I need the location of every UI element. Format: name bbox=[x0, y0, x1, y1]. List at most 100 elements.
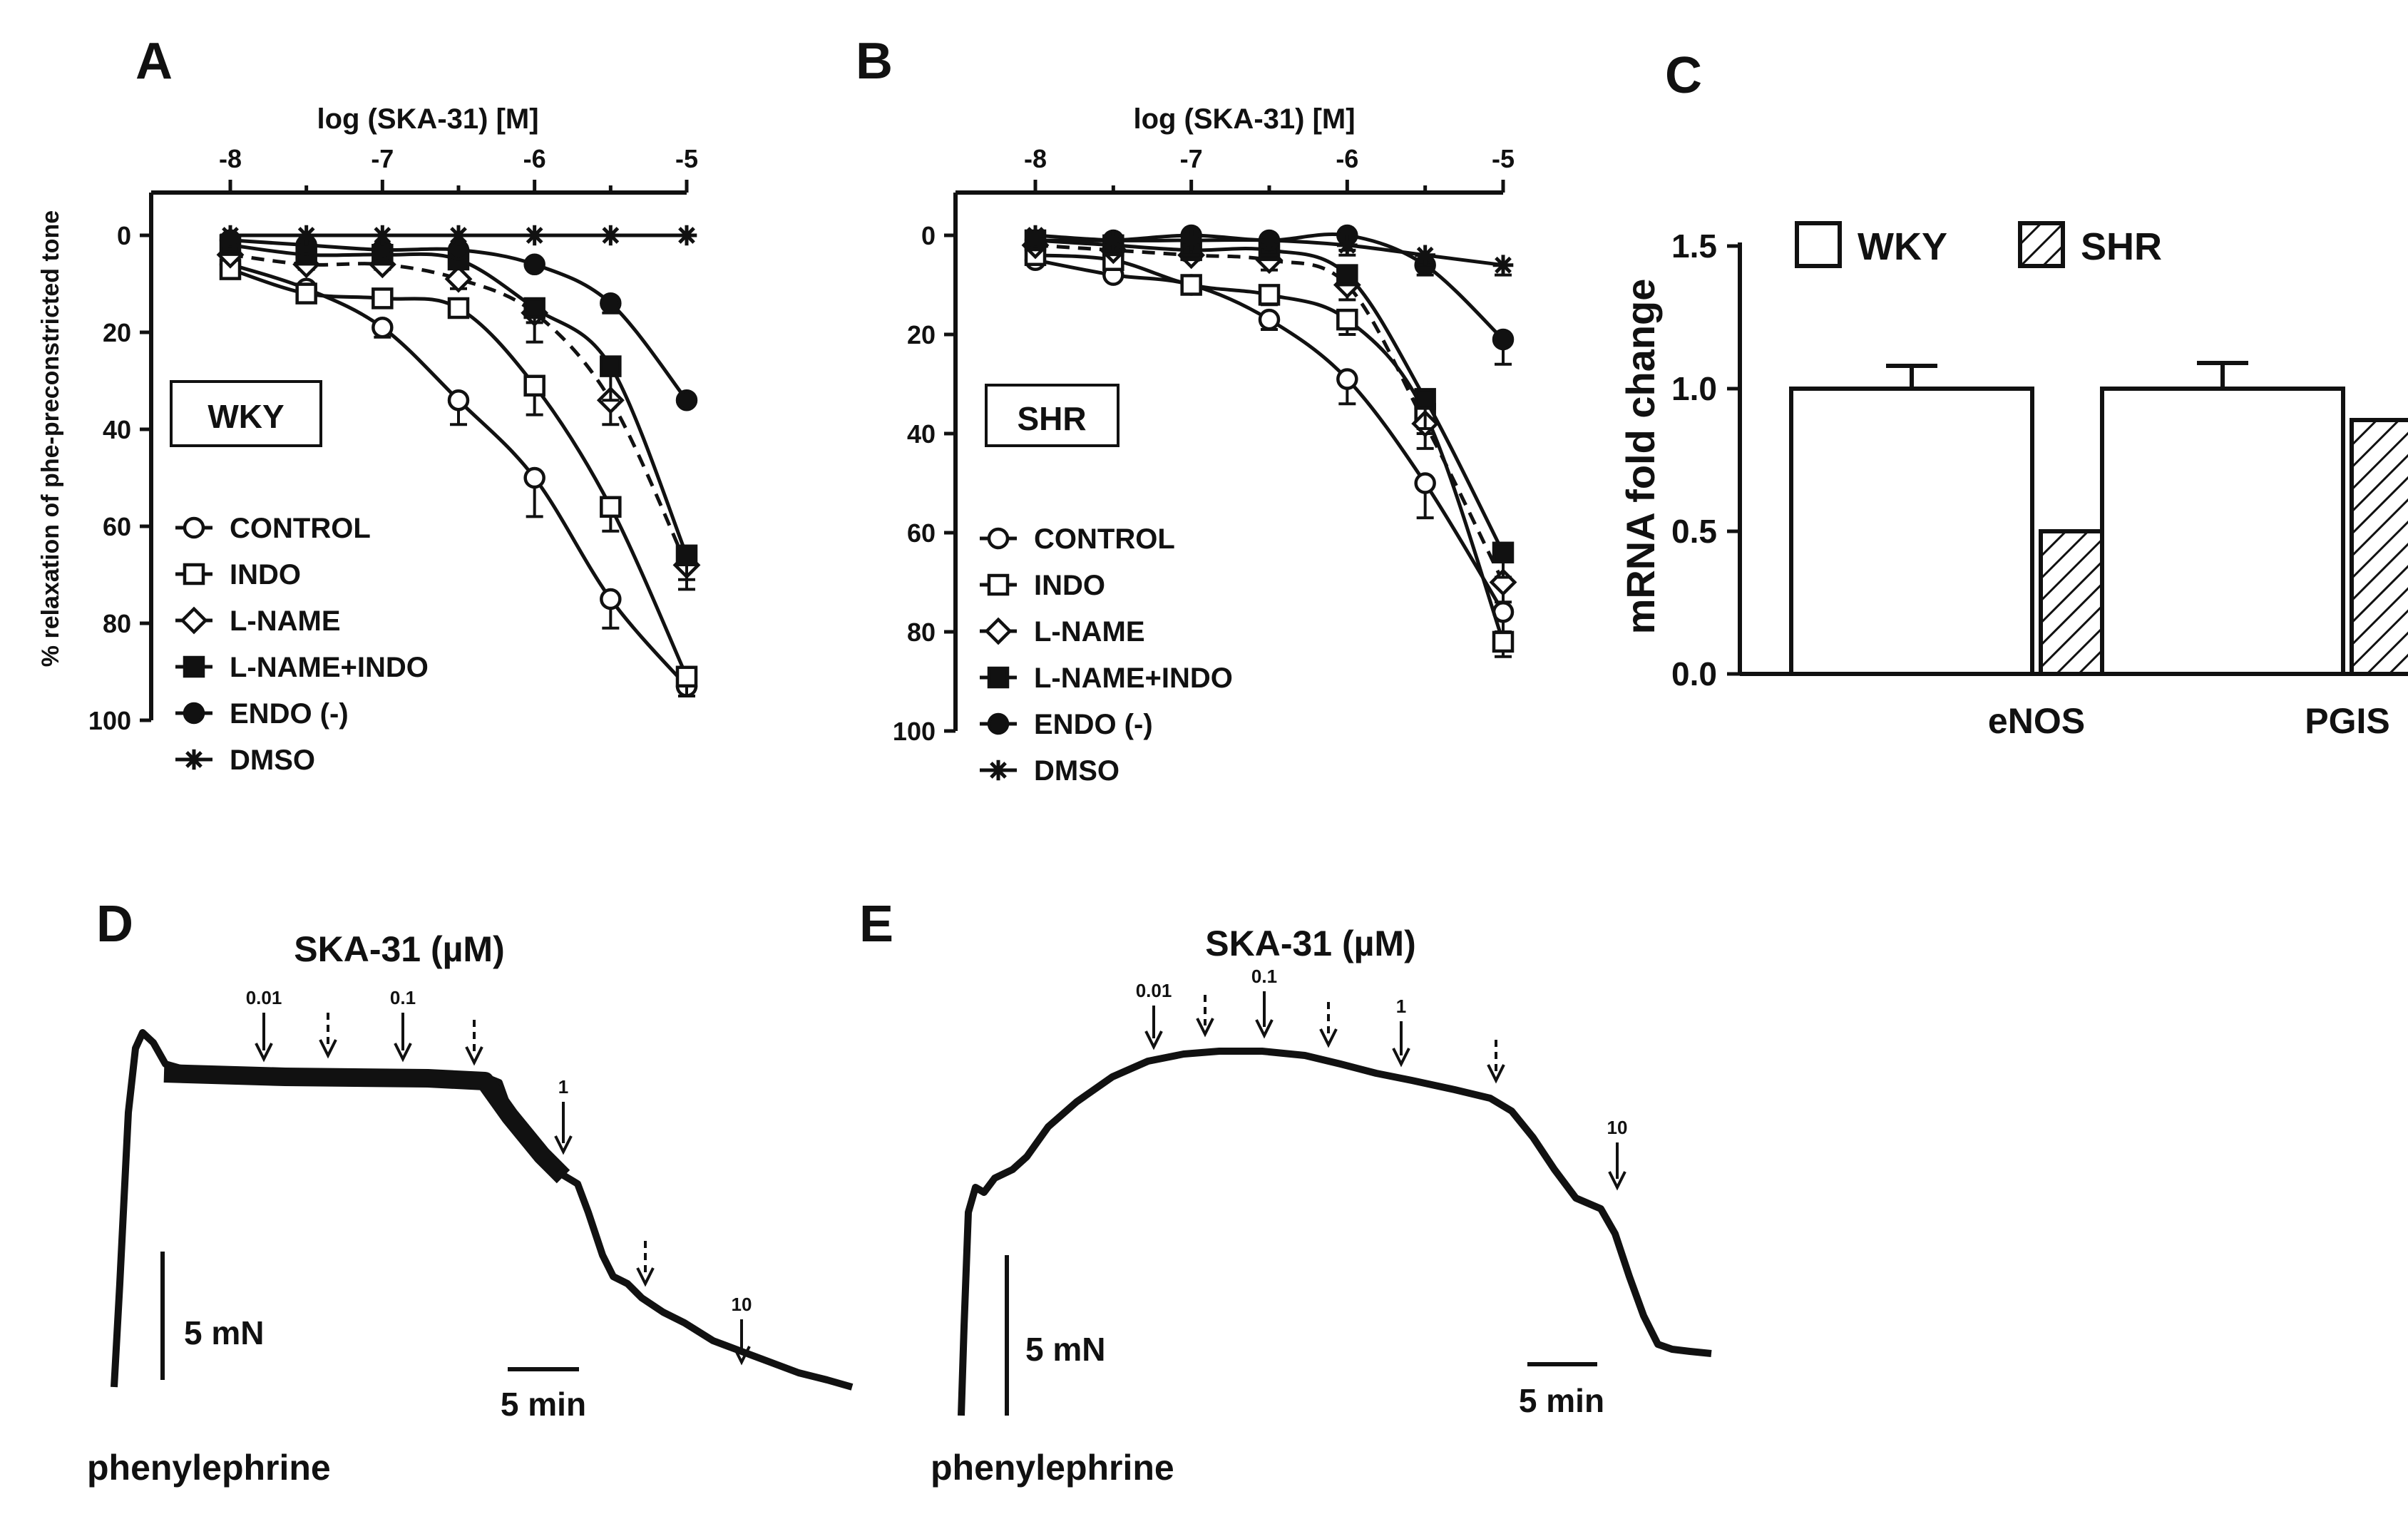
panel-d-time-scale-label: 5 min bbox=[501, 1386, 586, 1423]
panel-a-point bbox=[675, 389, 698, 411]
panel-a-x-tick-label: -6 bbox=[523, 144, 546, 173]
panel-b-point bbox=[1337, 235, 1358, 256]
panel-a-point bbox=[372, 225, 393, 246]
panel-d-arrow-label: 0.1 bbox=[390, 987, 416, 1008]
panel-b-point bbox=[1180, 274, 1202, 296]
panel-c-legend-swatch-WKY bbox=[1795, 221, 1842, 268]
panel-b-legend-marker bbox=[987, 712, 1010, 735]
panel-a-x-tick-label: -7 bbox=[371, 144, 394, 173]
panel-b-legend-marker bbox=[987, 573, 1010, 596]
panel-a-point bbox=[448, 225, 469, 246]
panel-a-point bbox=[600, 588, 622, 610]
panel-b-legend-label: DMSO bbox=[1034, 755, 1120, 787]
panel-a-point bbox=[523, 374, 545, 397]
panel-e-arrow-head bbox=[1255, 1019, 1274, 1039]
panel-b-curve-2 bbox=[1035, 243, 1505, 583]
panel-a-x-tick-label: -8 bbox=[219, 144, 242, 173]
panel-b-legend-label: CONTROL bbox=[1034, 523, 1175, 555]
panel-b-legend-marker bbox=[984, 617, 1013, 645]
panel-a-legend-label: INDO bbox=[230, 559, 301, 590]
panel-b-y-tick-label: 100 bbox=[893, 717, 936, 746]
panel-a-group-label: WKY bbox=[208, 398, 284, 435]
panel-a-y-tick-label: 0 bbox=[117, 221, 131, 250]
panel-b-y-tick-label: 0 bbox=[921, 221, 936, 250]
panel-c-legend-label: WKY bbox=[1858, 225, 1947, 268]
panel-a-legend-label: CONTROL bbox=[230, 513, 371, 544]
panel-d-arrow-head bbox=[732, 1346, 751, 1366]
panel-b-legend-marker bbox=[987, 527, 1010, 550]
panel-a-point bbox=[444, 265, 473, 293]
panel-b-xlabel: log (SKA-31) [M] bbox=[1133, 103, 1355, 135]
panel-c-y-tick-label: 0.0 bbox=[1671, 655, 1717, 692]
panel-a-point bbox=[447, 389, 470, 411]
panel-a-legend-marker bbox=[183, 563, 205, 585]
panel-b-group-label: SHR bbox=[1017, 400, 1086, 437]
panel-label-a: A bbox=[135, 33, 173, 90]
panel-a-x-tick-label: -5 bbox=[675, 144, 698, 173]
panel-a-legend-label: L-NAME bbox=[230, 605, 341, 637]
panel-b-point bbox=[1492, 255, 1514, 275]
panel-b-point bbox=[1103, 230, 1124, 251]
panel-a-point bbox=[675, 665, 698, 688]
panel-b-point bbox=[1492, 328, 1515, 351]
panel-a-point bbox=[523, 253, 545, 276]
panel-c-plot: mRNA fold change *** 0.00.51.01.5eNOSPGI… bbox=[1618, 221, 2408, 741]
panel-e-force-trace bbox=[958, 1048, 1712, 1416]
panel-a-group-box bbox=[170, 380, 322, 447]
panel-a-point bbox=[296, 225, 317, 246]
panel-b-point bbox=[1336, 368, 1358, 390]
panel-d-arrow-head bbox=[394, 1043, 412, 1063]
panel-d-arrow-head bbox=[255, 1043, 273, 1063]
panel-d-arrow-label: 1 bbox=[558, 1076, 568, 1098]
panel-a-y-tick-label: 20 bbox=[103, 318, 131, 347]
panel-b-x-tick-label: -7 bbox=[1180, 144, 1203, 173]
panel-a-point bbox=[600, 496, 622, 518]
panel-b-point bbox=[1415, 245, 1435, 266]
panel-a-curve-2 bbox=[230, 252, 689, 566]
panel-a-point bbox=[600, 355, 622, 377]
panel-c-bar-PGIS-WKY bbox=[2100, 387, 2345, 676]
panel-e-force-scale-label: 5 mN bbox=[1025, 1331, 1105, 1368]
panel-a-point bbox=[523, 297, 545, 319]
panel-c-bar-PGIS-SHR bbox=[2350, 418, 2408, 676]
panel-e-arrow-label: 0.01 bbox=[1136, 980, 1172, 1001]
panel-d-arrow-head bbox=[554, 1135, 573, 1155]
panel-b-x-tick-label: -5 bbox=[1492, 144, 1515, 173]
panel-b-y-tick-label: 60 bbox=[907, 518, 936, 548]
panel-a-xlabel: log (SKA-31) [M] bbox=[317, 103, 538, 135]
panel-e-title: SKA-31 (µM) bbox=[1205, 924, 1415, 963]
panel-d-force-scale-label: 5 mN bbox=[184, 1314, 264, 1351]
panel-b-point bbox=[1258, 308, 1281, 331]
panel-e-arrow-head bbox=[1196, 1018, 1214, 1038]
panel-c-legend-swatch-SHR bbox=[2018, 221, 2065, 268]
panel-e-arrow-head bbox=[1144, 1030, 1163, 1050]
panel-e-arrow-head bbox=[1392, 1048, 1410, 1068]
panel-b-point bbox=[1336, 264, 1358, 286]
panel-e-time-scale-label: 5 min bbox=[1519, 1382, 1604, 1419]
panel-e-arrow-head bbox=[1608, 1171, 1626, 1191]
panel-e-arrow-head bbox=[1487, 1064, 1505, 1084]
panel-b-legend-marker bbox=[988, 759, 1009, 781]
panel-e-trace: SKA-31 (µM) 5 mN 5 min phenylephrine 0.0… bbox=[931, 924, 1712, 1488]
panel-label-d: D bbox=[96, 896, 133, 953]
panel-b-y-tick-label: 20 bbox=[907, 320, 936, 349]
panel-label-e: E bbox=[859, 896, 893, 953]
panel-e-arrow-label: 0.1 bbox=[1251, 966, 1277, 987]
panel-a-y-tick-label: 60 bbox=[103, 512, 131, 541]
panel-a-point bbox=[295, 282, 317, 305]
panel-c-bar-eNOS-WKY bbox=[1789, 387, 2034, 676]
panel-b-point bbox=[1414, 472, 1436, 494]
panel-b-point bbox=[1181, 230, 1202, 251]
panel-a-legend-marker bbox=[183, 749, 205, 770]
panel-a-y-tick-label: 100 bbox=[88, 706, 131, 735]
panel-b-group-box bbox=[985, 384, 1120, 447]
panel-c-category-label: PGIS bbox=[2305, 701, 2389, 741]
panel-b-legend-label: ENDO (-) bbox=[1034, 709, 1153, 740]
panel-d-arrow-label: 10 bbox=[732, 1294, 752, 1315]
panel-a-point bbox=[372, 316, 394, 339]
panel-c-y-tick-label: 1.0 bbox=[1671, 370, 1717, 407]
panel-a-ylabel: % relaxation of phe-preconstricted tone bbox=[37, 210, 64, 667]
panel-b-legend-label: INDO bbox=[1034, 570, 1105, 601]
panel-b-legend-label: L-NAME bbox=[1034, 616, 1145, 648]
